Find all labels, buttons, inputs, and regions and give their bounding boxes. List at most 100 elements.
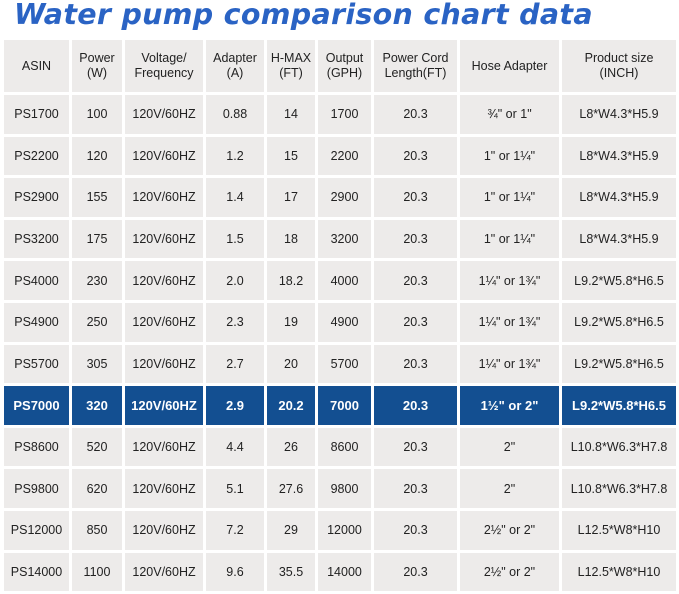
cell-output: 8600 <box>318 427 374 470</box>
table-row: PS8600 520 120V/60HZ 4.4 26 8600 20.3 2" L10.8*W… <box>4 427 676 470</box>
cell-asin: PS7000 <box>4 386 72 428</box>
table-row: PS2200 120 120V/60HZ 1.2 15 2200 20.3 1" or 1¼"… <box>4 136 676 179</box>
cell-power-cord: 20.3 <box>374 302 460 345</box>
cell-adapter: 9.6 <box>206 552 267 594</box>
cell-power: 305 <box>72 344 125 387</box>
cell-hmax: 35.5 <box>267 552 318 594</box>
header-line: (GPH) <box>326 66 363 80</box>
cell-adapter: 2.7 <box>206 344 267 387</box>
cell-asin: PS5700 <box>4 344 72 387</box>
cell-asin: PS2900 <box>4 178 72 220</box>
cell-asin: PS2200 <box>4 136 72 179</box>
cell-hose-adapter: 1" or 1¼" <box>460 219 562 262</box>
cell-power-cord: 20.3 <box>374 178 460 220</box>
cell-voltage: 120V/60HZ <box>125 469 206 511</box>
cell-voltage: 120V/60HZ <box>125 344 206 387</box>
cell-adapter: 7.2 <box>206 510 267 553</box>
header-line: Voltage/ <box>141 51 187 65</box>
header-row: ASIN Power (W) Voltage/ Frequency Adapte… <box>4 40 676 95</box>
cell-power-cord: 20.3 <box>374 386 460 428</box>
cell-power: 155 <box>72 178 125 220</box>
cell-voltage: 120V/60HZ <box>125 178 206 220</box>
cell-asin: PS14000 <box>4 552 72 594</box>
cell-adapter: 2.3 <box>206 302 267 345</box>
cell-power-cord: 20.3 <box>374 219 460 262</box>
cell-power: 175 <box>72 219 125 262</box>
header-line: Output <box>325 51 364 65</box>
cell-hose-adapter: 1½" or 2" <box>460 386 562 428</box>
cell-hose-adapter: 1" or 1¼" <box>460 178 562 220</box>
table-row: PS3200 175 120V/60HZ 1.5 18 3200 20.3 1" or 1¼"… <box>4 219 676 262</box>
cell-power-cord: 20.3 <box>374 552 460 594</box>
cell-adapter: 5.1 <box>206 469 267 511</box>
cell-product-size: L12.5*W8*H10 <box>562 552 676 594</box>
cell-product-size: L8*W4.3*H5.9 <box>562 136 676 179</box>
cell-hose-adapter: 2½" or 2" <box>460 510 562 553</box>
table-row: PS7000 320 120V/60HZ 2.9 20.2 7000 20.3 1½" or … <box>4 386 676 428</box>
cell-voltage: 120V/60HZ <box>125 136 206 179</box>
cell-hmax: 20.2 <box>267 386 318 428</box>
table-body: PS1700 100 120V/60HZ 0.88 14 1700 20.3 ¾" or 1"… <box>4 95 676 594</box>
cell-output: 3200 <box>318 219 374 262</box>
cell-power: 250 <box>72 302 125 345</box>
cell-voltage: 120V/60HZ <box>125 552 206 594</box>
table-row: PS4900 250 120V/60HZ 2.3 19 4900 20.3 1¼" or 1¾… <box>4 302 676 345</box>
header-adapter: Adapter (A) <box>206 40 267 95</box>
chart-title: Water pump comparison chart data <box>14 0 593 31</box>
cell-hose-adapter: 1¼" or 1¾" <box>460 302 562 345</box>
cell-adapter: 1.4 <box>206 178 267 220</box>
header-product-size: Product size (INCH) <box>562 40 676 95</box>
cell-hmax: 15 <box>267 136 318 179</box>
cell-power: 1100 <box>72 552 125 594</box>
cell-power-cord: 20.3 <box>374 261 460 303</box>
header-voltage: Voltage/ Frequency <box>125 40 206 95</box>
cell-hose-adapter: 1" or 1¼" <box>460 136 562 179</box>
cell-product-size: L9.2*W5.8*H6.5 <box>562 386 676 428</box>
cell-adapter: 2.0 <box>206 261 267 303</box>
cell-voltage: 120V/60HZ <box>125 261 206 303</box>
cell-output: 7000 <box>318 386 374 428</box>
cell-asin: PS8600 <box>4 427 72 470</box>
cell-hmax: 27.6 <box>267 469 318 511</box>
cell-product-size: L9.2*W5.8*H6.5 <box>562 261 676 303</box>
header-line: Power <box>79 51 115 65</box>
cell-asin: PS1700 <box>4 95 72 137</box>
cell-hmax: 29 <box>267 510 318 553</box>
cell-output: 1700 <box>318 95 374 137</box>
header-power: Power (W) <box>72 40 125 95</box>
cell-voltage: 120V/60HZ <box>125 219 206 262</box>
cell-hmax: 20 <box>267 344 318 387</box>
cell-hose-adapter: 1¼" or 1¾" <box>460 261 562 303</box>
cell-output: 5700 <box>318 344 374 387</box>
cell-power: 520 <box>72 427 125 470</box>
cell-output: 4900 <box>318 302 374 345</box>
cell-product-size: L10.8*W6.3*H7.8 <box>562 469 676 511</box>
cell-adapter: 0.88 <box>206 95 267 137</box>
header-line: ASIN <box>21 58 52 73</box>
cell-power-cord: 20.3 <box>374 95 460 137</box>
cell-hmax: 14 <box>267 95 318 137</box>
cell-hmax: 18.2 <box>267 261 318 303</box>
cell-hose-adapter: ¾" or 1" <box>460 95 562 137</box>
cell-output: 4000 <box>318 261 374 303</box>
cell-output: 12000 <box>318 510 374 553</box>
cell-product-size: L12.5*W8*H10 <box>562 510 676 553</box>
header-line: (INCH) <box>599 66 639 80</box>
table-row: PS5700 305 120V/60HZ 2.7 20 5700 20.3 1¼" or 1¾… <box>4 344 676 387</box>
header-hose-adapter: Hose Adapter <box>460 40 562 95</box>
cell-power-cord: 20.3 <box>374 469 460 511</box>
header-line: Product size <box>584 51 654 65</box>
header-line: Adapter <box>213 51 257 65</box>
cell-product-size: L8*W4.3*H5.9 <box>562 178 676 220</box>
table-row: PS14000 1100 120V/60HZ 9.6 35.5 14000 20.3 2½" … <box>4 552 676 594</box>
header-power-cord: Power Cord Length(FT) <box>374 40 460 95</box>
cell-power: 620 <box>72 469 125 511</box>
header-asin: ASIN <box>4 40 72 95</box>
cell-adapter: 4.4 <box>206 427 267 470</box>
comparison-table: ASIN Power (W) Voltage/ Frequency Adapte… <box>4 40 676 594</box>
cell-power-cord: 20.3 <box>374 510 460 553</box>
cell-adapter: 1.2 <box>206 136 267 179</box>
cell-power-cord: 20.3 <box>374 344 460 387</box>
cell-asin: PS12000 <box>4 510 72 553</box>
cell-voltage: 120V/60HZ <box>125 302 206 345</box>
